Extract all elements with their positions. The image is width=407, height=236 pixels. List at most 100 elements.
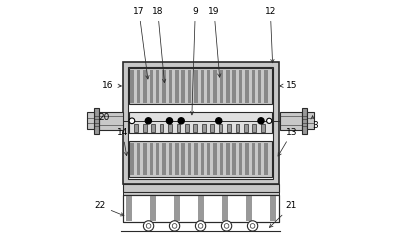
Bar: [128, 67, 274, 178]
Bar: [134, 124, 138, 132]
Bar: [156, 143, 160, 176]
Circle shape: [143, 221, 154, 231]
Bar: [307, 112, 314, 130]
Circle shape: [221, 221, 232, 231]
Bar: [175, 143, 179, 176]
Bar: [143, 143, 147, 176]
Bar: [220, 143, 223, 176]
Text: 13: 13: [278, 128, 298, 156]
Bar: [252, 143, 255, 176]
Circle shape: [129, 118, 135, 124]
Bar: [226, 70, 230, 102]
Bar: [150, 70, 153, 102]
Bar: [213, 70, 217, 102]
Circle shape: [250, 223, 255, 228]
Bar: [252, 124, 256, 132]
Bar: [213, 143, 217, 176]
Circle shape: [216, 118, 222, 124]
Text: 15: 15: [280, 81, 298, 90]
Bar: [131, 70, 134, 102]
Bar: [169, 70, 172, 102]
Text: 22: 22: [95, 202, 124, 216]
Bar: [160, 124, 164, 132]
Bar: [129, 112, 272, 133]
Bar: [123, 184, 278, 192]
Bar: [207, 70, 210, 102]
Bar: [123, 195, 278, 222]
Bar: [162, 143, 166, 176]
Bar: [188, 70, 191, 102]
Bar: [137, 143, 140, 176]
Bar: [156, 70, 160, 102]
Bar: [149, 196, 155, 220]
Bar: [236, 124, 239, 132]
Circle shape: [198, 223, 203, 228]
Text: 9: 9: [190, 7, 198, 115]
Circle shape: [169, 221, 180, 231]
Circle shape: [195, 221, 206, 231]
Text: 21: 21: [269, 202, 297, 227]
Bar: [239, 143, 242, 176]
Bar: [94, 108, 99, 134]
Circle shape: [172, 223, 177, 228]
Text: 3: 3: [312, 121, 318, 130]
Text: 14: 14: [117, 128, 128, 156]
Text: 18: 18: [152, 7, 166, 83]
Bar: [129, 68, 272, 104]
Bar: [168, 124, 172, 132]
Bar: [150, 143, 153, 176]
Bar: [185, 124, 189, 132]
Bar: [261, 124, 265, 132]
Bar: [264, 143, 268, 176]
Bar: [123, 195, 278, 222]
Circle shape: [146, 223, 151, 228]
Bar: [177, 124, 180, 132]
Circle shape: [224, 223, 229, 228]
Bar: [210, 124, 214, 132]
Circle shape: [247, 221, 258, 231]
Bar: [252, 70, 255, 102]
Bar: [151, 124, 155, 132]
Bar: [245, 196, 252, 220]
Bar: [232, 70, 236, 102]
Bar: [232, 143, 236, 176]
Text: 16: 16: [102, 81, 121, 90]
Bar: [194, 70, 198, 102]
Circle shape: [166, 118, 173, 124]
Bar: [226, 143, 230, 176]
Bar: [269, 196, 276, 220]
Circle shape: [258, 118, 264, 124]
Bar: [202, 124, 206, 132]
Text: 20: 20: [98, 114, 109, 122]
Circle shape: [145, 118, 151, 124]
Bar: [99, 112, 123, 130]
Bar: [239, 70, 242, 102]
Bar: [129, 141, 272, 177]
Bar: [207, 143, 210, 176]
Bar: [173, 196, 179, 220]
Bar: [169, 143, 172, 176]
Bar: [245, 70, 249, 102]
Circle shape: [267, 118, 272, 123]
Bar: [194, 143, 198, 176]
Bar: [143, 70, 147, 102]
Bar: [201, 143, 204, 176]
Bar: [137, 70, 140, 102]
Bar: [201, 70, 204, 102]
Bar: [125, 196, 131, 220]
Bar: [143, 124, 147, 132]
Bar: [244, 124, 248, 132]
Text: 19: 19: [208, 7, 221, 77]
Bar: [162, 70, 166, 102]
Text: 12: 12: [265, 7, 276, 63]
Bar: [188, 143, 191, 176]
Bar: [227, 124, 231, 132]
Bar: [175, 70, 179, 102]
Text: 17: 17: [133, 7, 149, 79]
Bar: [219, 124, 223, 132]
Bar: [258, 143, 261, 176]
Bar: [131, 143, 134, 176]
Bar: [123, 192, 278, 195]
Bar: [264, 70, 268, 102]
Bar: [197, 196, 204, 220]
